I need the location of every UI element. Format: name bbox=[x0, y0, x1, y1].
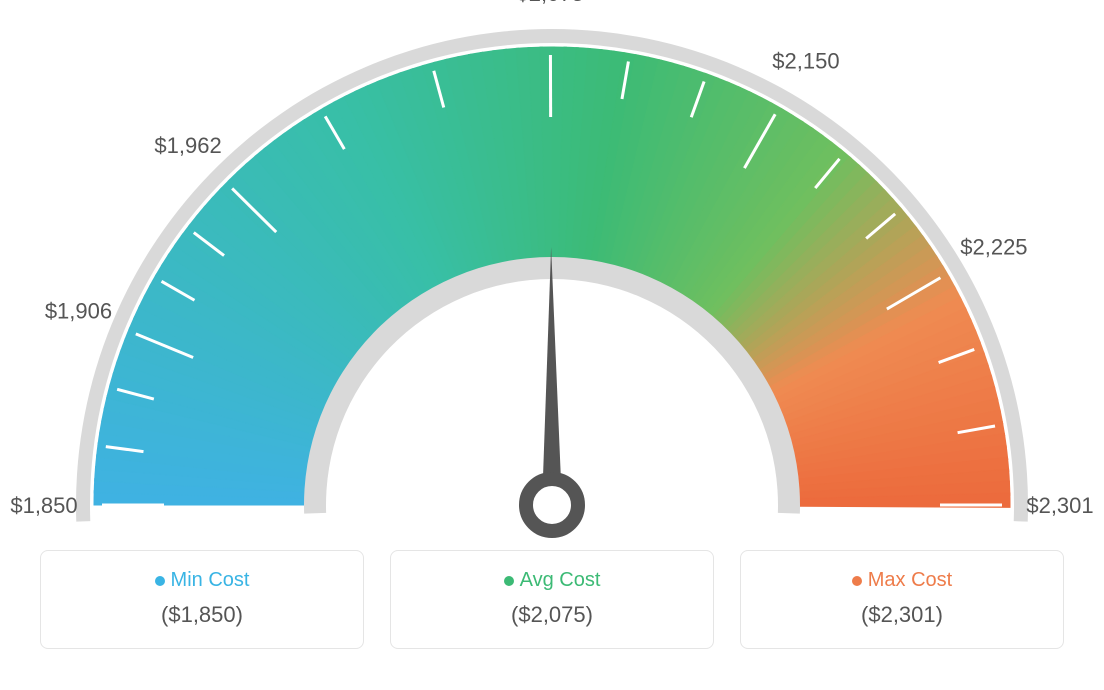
tick-label: $2,301 bbox=[1026, 493, 1093, 518]
tick-label: $1,906 bbox=[45, 298, 112, 323]
legend-value: ($1,850) bbox=[61, 602, 343, 628]
legend-row: Min Cost ($1,850) Avg Cost ($2,075) Max … bbox=[0, 550, 1104, 649]
gauge-svg: $1,850 $1,906 $1,962 $2,075 $2,150 $2,225 $2,3… bbox=[0, 0, 1104, 540]
tick-label: $2,075 bbox=[517, 0, 584, 6]
gauge-chart-container: $1,850 $1,906 $1,962 $2,075 $2,150 $2,225 $2,3… bbox=[0, 0, 1104, 690]
legend-dot-icon bbox=[504, 576, 514, 586]
needle bbox=[526, 247, 578, 531]
tick-label: $2,225 bbox=[960, 234, 1027, 259]
legend-card: Avg Cost ($2,075) bbox=[390, 550, 714, 649]
tick-label: $1,850 bbox=[10, 493, 77, 518]
legend-card: Max Cost ($2,301) bbox=[740, 550, 1064, 649]
legend-title: Min Cost bbox=[171, 569, 250, 591]
gauge-area: $1,850 $1,906 $1,962 $2,075 $2,150 $2,225 $2,3… bbox=[0, 0, 1104, 540]
legend-value: ($2,075) bbox=[411, 602, 693, 628]
legend-title: Max Cost bbox=[868, 569, 952, 591]
tick-label: $2,150 bbox=[772, 48, 839, 73]
legend-title: Avg Cost bbox=[520, 569, 601, 591]
legend-card: Min Cost ($1,850) bbox=[40, 550, 364, 649]
legend-value: ($2,301) bbox=[761, 602, 1043, 628]
legend-dot-icon bbox=[155, 576, 165, 586]
tick-label: $1,962 bbox=[154, 133, 221, 158]
legend-dot-icon bbox=[852, 576, 862, 586]
